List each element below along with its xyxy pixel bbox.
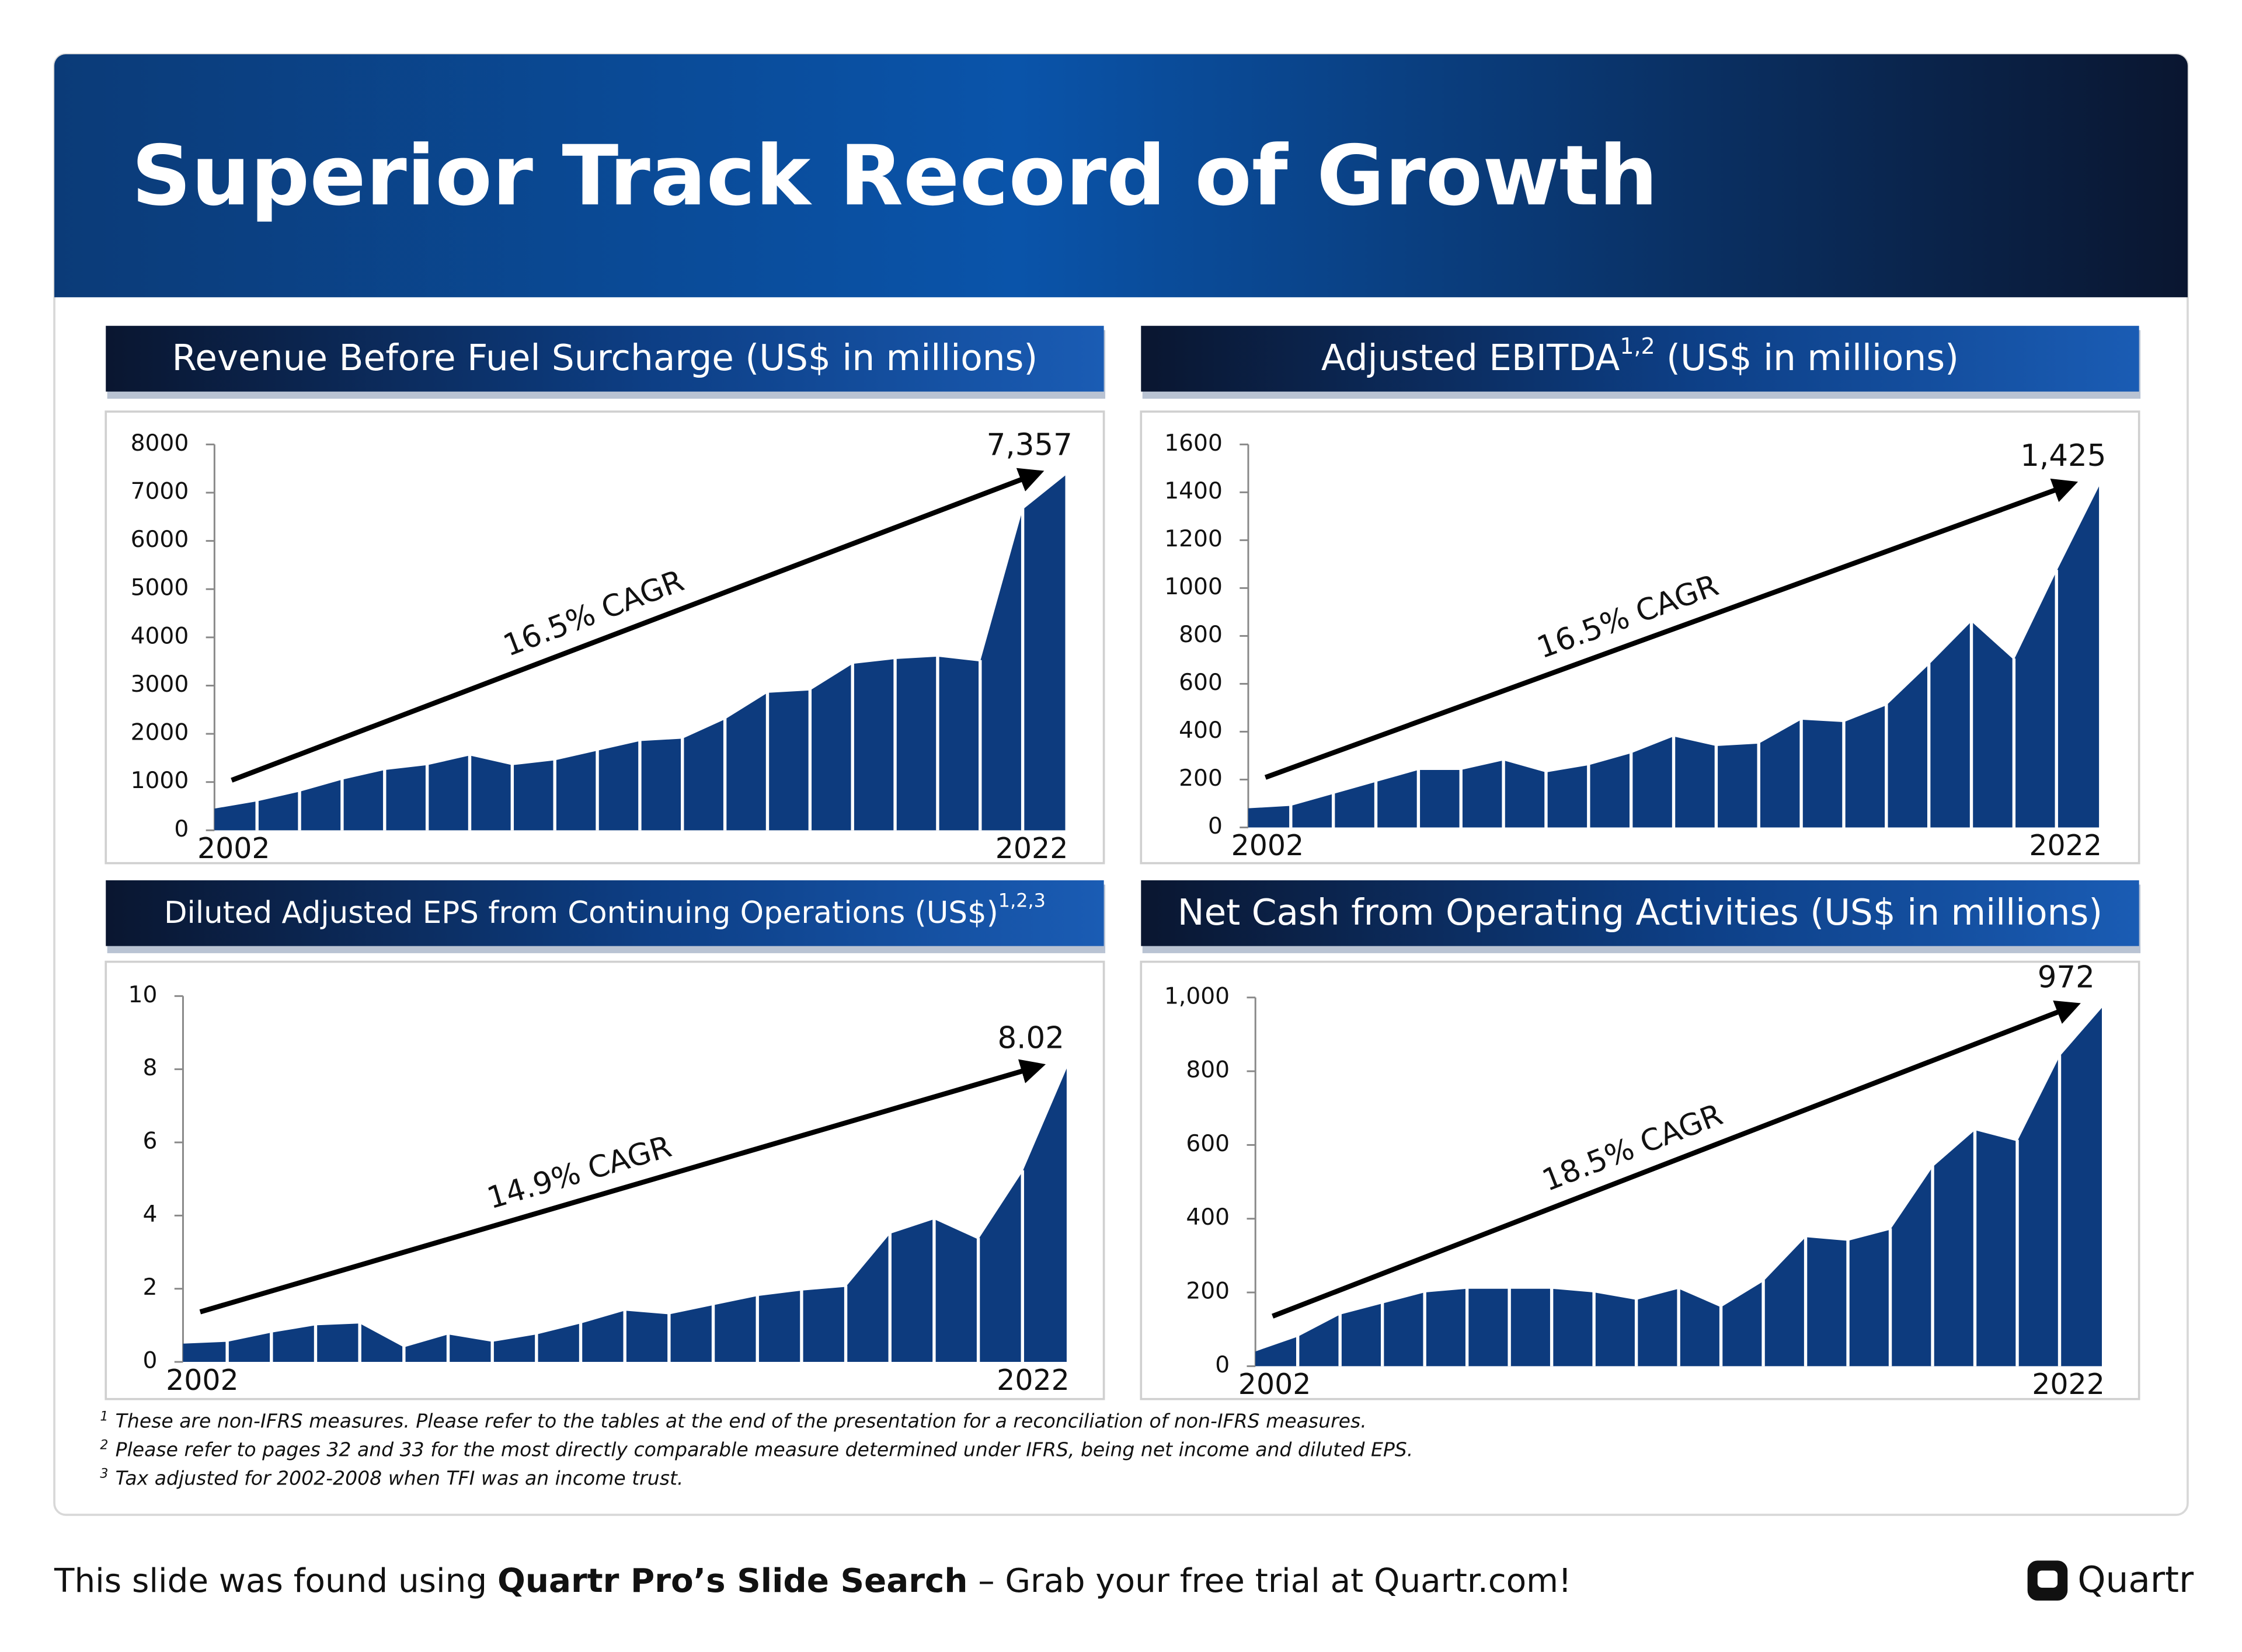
y-tick-label: 400 <box>1186 1204 1230 1231</box>
y-tick-label: 600 <box>1186 1131 1230 1157</box>
chart-title: Adjusted EBITDA1,2 (US$ in millions) <box>1321 333 1959 378</box>
y-tick-label: 4 <box>142 1201 157 1228</box>
title-bar <box>1141 880 2139 946</box>
data-label: 972 <box>2038 960 2095 995</box>
footnote-marker: 1 <box>100 1409 108 1424</box>
footnote: 3 Tax adjusted for 2002-2008 when TFI was… <box>100 1466 683 1489</box>
y-tick-label: 8 <box>142 1055 157 1081</box>
x-tick-label: 2022 <box>2032 1368 2105 1401</box>
footnote-marker: 3 <box>100 1466 108 1481</box>
x-tick-label: 2022 <box>995 832 1068 865</box>
y-tick-label: 3000 <box>131 671 189 698</box>
y-tick-label: 0 <box>1208 813 1223 839</box>
x-tick-label: 2022 <box>2029 829 2102 862</box>
x-tick-label: 2022 <box>997 1364 1070 1397</box>
y-tick-label: 200 <box>1179 765 1223 792</box>
footnote: 1 These are non-IFRS measures. Please ref… <box>100 1409 1366 1432</box>
chart-panel: Diluted Adjusted EPS from Continuing Ope… <box>105 880 1106 1400</box>
y-tick-label: 0 <box>1215 1352 1230 1378</box>
y-tick-label: 6000 <box>131 527 189 553</box>
y-tick-label: 1400 <box>1164 478 1223 504</box>
title-bar <box>106 880 1104 946</box>
chart-title-superscript: 1,2,3 <box>998 890 1046 912</box>
cagr-arrow <box>1264 478 2079 780</box>
y-tick-label: 400 <box>1179 717 1223 744</box>
footer-suffix: – Grab your free trial at Quartr.com! <box>967 1562 1571 1600</box>
y-tick-label: 10 <box>128 982 158 1008</box>
footnote-marker: 2 <box>100 1438 108 1452</box>
chart-panel: Revenue Before Fuel Surcharge (US$ in mi… <box>105 326 1106 865</box>
y-tick-label: 0 <box>142 1348 157 1374</box>
y-tick-label: 800 <box>1186 1057 1230 1083</box>
chart-panel: Net Cash from Operating Activities (US$ … <box>1140 880 2141 1401</box>
footnote-text: These are non-IFRS measures. Please refe… <box>116 1410 1367 1433</box>
title-bar <box>1141 326 2139 392</box>
y-tick-label: 1600 <box>1164 430 1223 456</box>
chart-title-superscript: 1,2 <box>1620 333 1655 358</box>
chart-title-suffix: (US$ in millions) <box>1655 337 1959 379</box>
cagr-arrow <box>199 1059 1046 1315</box>
title-bar <box>106 326 1104 392</box>
x-tick-label: 2002 <box>166 1364 239 1397</box>
footer-text: This slide was found using Quartr Pro’s … <box>54 1562 1572 1600</box>
y-tick-label: 0 <box>174 816 189 842</box>
y-tick-label: 6 <box>142 1128 157 1155</box>
x-tick-label: 2002 <box>1231 829 1304 862</box>
header <box>54 54 2188 298</box>
y-tick-label: 5000 <box>131 575 189 601</box>
y-tick-label: 2000 <box>131 720 189 746</box>
cagr-arrow <box>231 468 1045 783</box>
y-tick-label: 800 <box>1179 622 1223 648</box>
chart-title: Revenue Before Fuel Surcharge (US$ in mi… <box>172 337 1038 379</box>
y-tick-label: 1000 <box>1164 574 1223 600</box>
chart-title: Diluted Adjusted EPS from Continuing Ope… <box>164 890 1046 930</box>
footer-lead: This slide was found using <box>54 1562 497 1600</box>
chart-title: Net Cash from Operating Activities (US$ … <box>1178 891 2102 933</box>
y-tick-label: 4000 <box>131 623 189 649</box>
data-label: 8.02 <box>997 1020 1064 1055</box>
y-tick-label: 1200 <box>1164 526 1223 552</box>
y-tick-label: 7000 <box>131 478 189 504</box>
footnote-text: Please refer to pages 32 and 33 for the … <box>116 1438 1414 1461</box>
y-tick-label: 2 <box>142 1274 157 1301</box>
x-tick-label: 2002 <box>197 832 270 865</box>
data-label: 7,357 <box>987 428 1073 463</box>
chart-title-main: Revenue Before Fuel Surcharge (US$ in mi… <box>172 337 1038 379</box>
data-label: 1,425 <box>2020 438 2106 473</box>
y-tick-label: 200 <box>1186 1278 1230 1305</box>
footnote: 2 Please refer to pages 32 and 33 for the… <box>100 1438 1413 1461</box>
y-tick-label: 600 <box>1179 670 1223 696</box>
y-tick-label: 1000 <box>131 768 189 794</box>
slide-title: Superior Track Record of Growth <box>131 128 1658 224</box>
cagr-arrow <box>1272 1000 2081 1319</box>
footer: This slide was found using Quartr Pro’s … <box>54 1559 2194 1601</box>
y-tick-label: 8000 <box>131 430 189 456</box>
chart-panel: Adjusted EBITDA1,2 (US$ in millions) 0 200… <box>1140 326 2141 865</box>
chart-title-main: Net Cash from Operating Activities (US$ … <box>1178 891 2102 933</box>
chart-title-main: Diluted Adjusted EPS from Continuing Ope… <box>164 895 998 930</box>
x-tick-label: 2002 <box>1238 1368 1311 1401</box>
logo-icon-inner <box>2037 1570 2058 1588</box>
logo-text: Quartr <box>2077 1559 2194 1601</box>
y-tick-label: 1,000 <box>1164 983 1230 1009</box>
footnote-text: Tax adjusted for 2002-2008 when TFI was … <box>116 1467 684 1490</box>
footer-bold: Quartr Pro’s Slide Search <box>497 1562 967 1600</box>
chart-title-main: Adjusted EBITDA <box>1321 337 1620 379</box>
